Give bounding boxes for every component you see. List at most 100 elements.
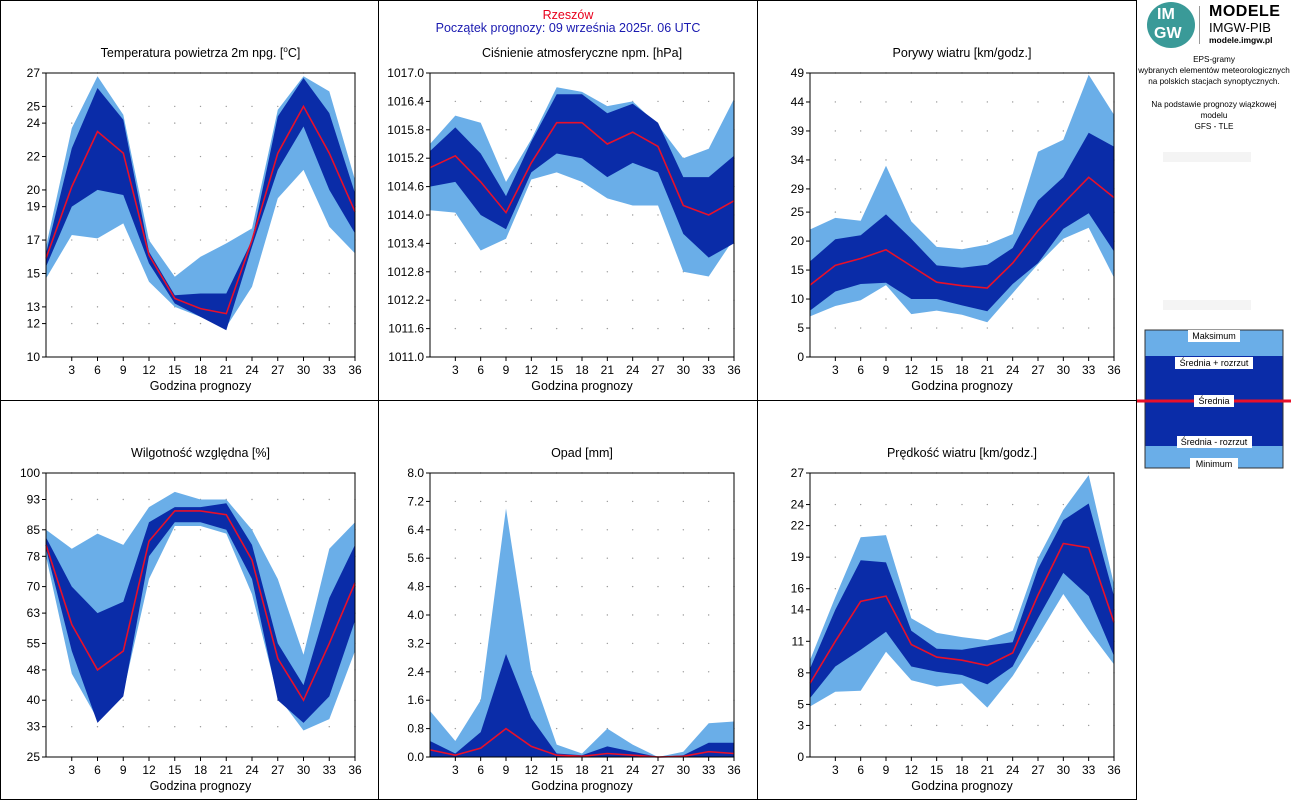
grid-dot (986, 524, 989, 527)
grid-dot (328, 726, 330, 728)
grid-dot (530, 557, 533, 559)
grid-dot (454, 727, 457, 730)
grid-dot (122, 322, 124, 325)
grid-dot (834, 556, 837, 558)
grid-dot (174, 555, 176, 558)
grid-dot (581, 529, 583, 531)
grid-dot (530, 100, 533, 103)
grid-dot (555, 271, 558, 273)
grid-dot (174, 272, 176, 275)
grid-dot (505, 500, 507, 503)
inner-band-spread (46, 503, 355, 723)
grid-dot (251, 669, 253, 671)
grid-dot (859, 703, 862, 706)
x-tick-label: 27 (1031, 363, 1045, 377)
grid-dot (986, 556, 989, 558)
grid-dot (454, 214, 457, 216)
y-tick-label: 14 (791, 603, 805, 617)
grid-dot (935, 524, 938, 527)
mean-line (429, 121, 735, 216)
outer-band-min-max (810, 475, 1114, 708)
legend-label-mean-minus: Średnia - rozrzut (1181, 436, 1248, 447)
forecast-start: Początek prognozy: 09 września 2025r. 06… (435, 21, 701, 35)
grid-dot (530, 585, 533, 588)
grid-dot (555, 614, 558, 616)
grid-dot (199, 155, 202, 158)
x-tick-label: 3 (452, 363, 459, 377)
x-tick-label: 15 (930, 363, 944, 377)
grid-dot (961, 327, 963, 329)
grid-dot (1037, 724, 1039, 727)
grid-dot (1037, 269, 1039, 271)
grid-dot (328, 498, 330, 501)
grid-dot (174, 612, 176, 614)
y-tick-label: 16 (791, 582, 805, 596)
grid-dot (707, 557, 710, 559)
grid-dot (479, 557, 482, 559)
x-tick-label: 36 (1107, 763, 1121, 777)
grid-dot (1062, 724, 1065, 727)
x-tick-label: 3 (832, 363, 839, 377)
grid-dot (148, 322, 150, 325)
grid-dot (174, 205, 176, 208)
y-tick-label: 13 (27, 300, 41, 314)
grid-dot (174, 105, 176, 108)
inner-band-spread (810, 132, 1114, 312)
grid-dot (885, 327, 887, 329)
grid-dot (251, 155, 253, 158)
grid-dot (910, 211, 913, 213)
grid-dot (885, 159, 887, 161)
x-tick-label: 36 (727, 763, 741, 777)
chart-title: Ciśnienie atmosferyczne npm. [hPa] (482, 46, 682, 60)
y-tick-label: 63 (27, 606, 41, 620)
grid-dot (479, 671, 482, 673)
grid-dot (581, 557, 583, 559)
grid-dot (986, 188, 989, 190)
y-tick-label: 1015.8 (387, 123, 424, 137)
grid-dot (530, 642, 533, 645)
logo-url[interactable]: modele.imgw.pl (1209, 35, 1273, 45)
x-tick-label: 33 (323, 363, 337, 377)
grid-dot (454, 585, 457, 588)
x-tick-label: 6 (857, 763, 864, 777)
grid-dot (986, 130, 989, 132)
x-tick-label: 9 (503, 363, 510, 377)
x-tick-label: 27 (271, 763, 285, 777)
y-tick-label: 3 (797, 718, 804, 732)
x-tick-label: 36 (1107, 363, 1121, 377)
grid-dot (174, 189, 176, 191)
y-tick-label: 1014.6 (387, 180, 424, 194)
grid-dot (328, 306, 330, 308)
grid-dot (302, 205, 305, 208)
grid-dot (71, 306, 73, 308)
x-tick-label: 12 (142, 363, 156, 377)
grid-dot (71, 322, 73, 325)
x-tick-label: 15 (550, 763, 564, 777)
grid-dot (986, 588, 989, 590)
x-tick-label: 12 (525, 763, 539, 777)
grid-dot (479, 642, 482, 645)
grid-dot (96, 272, 99, 275)
grid-dot (277, 205, 279, 208)
info-line-1: EPS-gramy (1193, 55, 1235, 64)
grid-dot (606, 271, 609, 273)
grid-dot (251, 498, 253, 501)
grid-dot (859, 503, 862, 506)
grid-dot (530, 242, 533, 245)
grid-dot (606, 557, 609, 559)
station-name: Rzeszów (542, 8, 594, 22)
mean-line (809, 542, 1115, 684)
x-tick-label: 30 (677, 763, 691, 777)
grid-dot (707, 327, 710, 330)
grid-dot (606, 585, 609, 588)
y-tick-label: 22 (27, 150, 41, 164)
y-tick-label: 25 (791, 205, 805, 219)
grid-dot (581, 299, 583, 301)
y-tick-label: 5.6 (407, 551, 424, 565)
y-tick-label: 1012.2 (387, 293, 424, 307)
grid-dot (961, 503, 963, 506)
grid-dot (631, 327, 634, 330)
grid-dot (174, 642, 176, 645)
grid-dot (174, 585, 176, 588)
grid-dot (606, 699, 609, 701)
